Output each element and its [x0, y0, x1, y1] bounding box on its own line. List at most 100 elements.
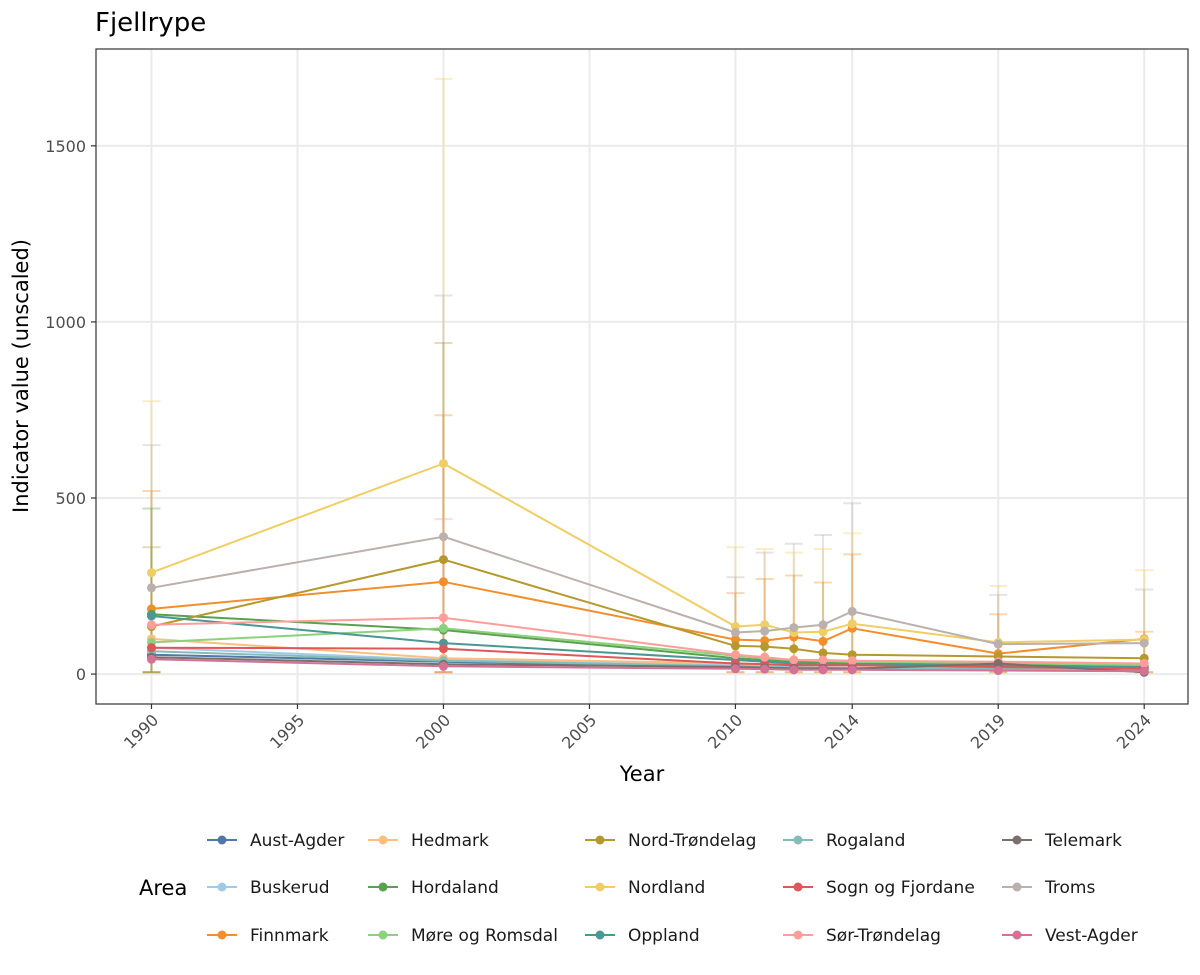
series-troms [146, 532, 1149, 649]
data-point-troms [730, 628, 740, 638]
data-point-sor-trondelag [818, 655, 828, 665]
data-point-troms [1139, 638, 1149, 648]
legend-key-point [378, 882, 388, 892]
legend-key-point [595, 882, 605, 892]
legend-label: Sør-Trøndelag [826, 926, 941, 946]
error-bar-nordland [434, 77, 453, 674]
grid-lines [96, 49, 1188, 704]
legend-label: Hordaland [411, 878, 499, 898]
series-vest-agder [146, 654, 1149, 676]
data-point-vest-agder [438, 661, 448, 671]
data-point-sor-trondelag [146, 620, 156, 630]
data-point-more-og-romsdal [438, 623, 448, 633]
data-point-sor-trondelag [1139, 659, 1149, 669]
x-axis-title: Year [619, 762, 665, 786]
data-point-nordland [146, 568, 156, 578]
data-point-sor-trondelag [847, 656, 857, 666]
legend-item-hordaland: Hordaland [368, 878, 499, 898]
legend-label: Hedmark [411, 831, 489, 851]
legend-key-point [595, 930, 605, 940]
plot-panel-border [95, 48, 1189, 705]
data-point-sor-trondelag [789, 655, 799, 665]
legend: Area Aust-Agder Buskerud Finnmark Hedmark Ho… [139, 831, 1138, 946]
data-point-telemark [993, 659, 1003, 669]
legend-label: Møre og Romsdal [411, 926, 558, 946]
series-sor-trondelag [146, 613, 1149, 669]
data-point-nordland [760, 620, 770, 630]
data-point-nordland [818, 627, 828, 637]
data-point-vest-agder [730, 664, 740, 674]
legend-label: Rogaland [826, 831, 905, 851]
data-point-sor-trondelag [438, 613, 448, 623]
legend-item-hedmark: Hedmark [368, 831, 489, 851]
legend-item-finnmark: Finnmark [207, 926, 329, 946]
legend-label: Oppland [628, 926, 700, 946]
data-point-troms [760, 626, 770, 636]
y-tick-label: 1500 [45, 137, 86, 156]
data-point-vest-agder [847, 665, 857, 675]
data-point-sor-trondelag [760, 652, 770, 662]
legend-label: Troms [1044, 878, 1095, 898]
legend-label: Sogn og Fjordane [826, 878, 975, 898]
legend-key-point [217, 835, 227, 845]
data-point-troms [847, 606, 857, 616]
y-tick-label: 0 [76, 665, 86, 684]
legend-key-point [1012, 835, 1022, 845]
legend-key-point [217, 930, 227, 940]
data-point-finnmark [818, 636, 828, 646]
data-point-nordland [438, 458, 448, 468]
data-point-sogn-og-fjordane [146, 643, 156, 653]
legend-item-troms: Troms [1002, 878, 1095, 898]
y-axis-title: Indicator value (unscaled) [9, 239, 33, 513]
legend-label: Nord-Trøndelag [628, 831, 756, 851]
legend-key-point [793, 882, 803, 892]
data-point-troms [438, 532, 448, 542]
legend-key-point [793, 835, 803, 845]
data-point-finnmark [438, 577, 448, 587]
y-tick-label: 500 [55, 489, 86, 508]
legend-label: Buskerud [250, 878, 330, 898]
data-point-nord-trondelag [438, 555, 448, 565]
data-point-sor-trondelag [730, 650, 740, 660]
chart-title: Fjellrype [95, 8, 206, 38]
data-point-vest-agder [789, 665, 799, 675]
data-point-sogn-og-fjordane [438, 644, 448, 654]
legend-key-point [1012, 930, 1022, 940]
error-bar-troms [434, 294, 453, 674]
series-lines [146, 458, 1149, 677]
data-point-troms [993, 639, 1003, 649]
legend-label: Vest-Agder [1045, 926, 1138, 946]
legend-label: Finnmark [250, 926, 329, 946]
legend-label: Nordland [628, 878, 705, 898]
data-point-vest-agder [818, 665, 828, 675]
data-point-finnmark [730, 635, 740, 645]
legend-key-point [1012, 882, 1022, 892]
data-point-troms [789, 623, 799, 633]
data-point-vest-agder [1139, 666, 1149, 676]
data-point-troms [146, 583, 156, 593]
legend-label: Telemark [1044, 831, 1122, 851]
y-axis-ticks: 0 500 1000 1500 [45, 137, 96, 684]
data-point-oppland [146, 611, 156, 621]
data-point-nord-trondelag [789, 644, 799, 654]
data-point-nordland [847, 619, 857, 629]
data-point-vest-agder [993, 666, 1003, 676]
data-point-nord-trondelag [818, 648, 828, 658]
legend-item-rogaland: Rogaland [783, 831, 905, 851]
legend-item-more-og-romsdal: Møre og Romsdal [368, 926, 558, 946]
legend-item-oppland: Oppland [585, 926, 700, 946]
legend-item-sor-trondelag: Sør-Trøndelag [783, 926, 941, 946]
legend-label: Aust-Agder [250, 831, 344, 851]
data-point-vest-agder [760, 664, 770, 674]
data-point-vest-agder [146, 654, 156, 664]
legend-title: Area [139, 876, 187, 900]
legend-key-point [378, 930, 388, 940]
legend-item-buskerud: Buskerud [207, 878, 330, 898]
legend-item-telemark: Telemark [1002, 831, 1122, 851]
legend-item-aust-agder: Aust-Agder [207, 831, 344, 851]
legend-item-vest-agder: Vest-Agder [1002, 926, 1138, 946]
legend-key-point [595, 835, 605, 845]
legend-item-nord-trondelag: Nord-Trøndelag [585, 831, 756, 851]
